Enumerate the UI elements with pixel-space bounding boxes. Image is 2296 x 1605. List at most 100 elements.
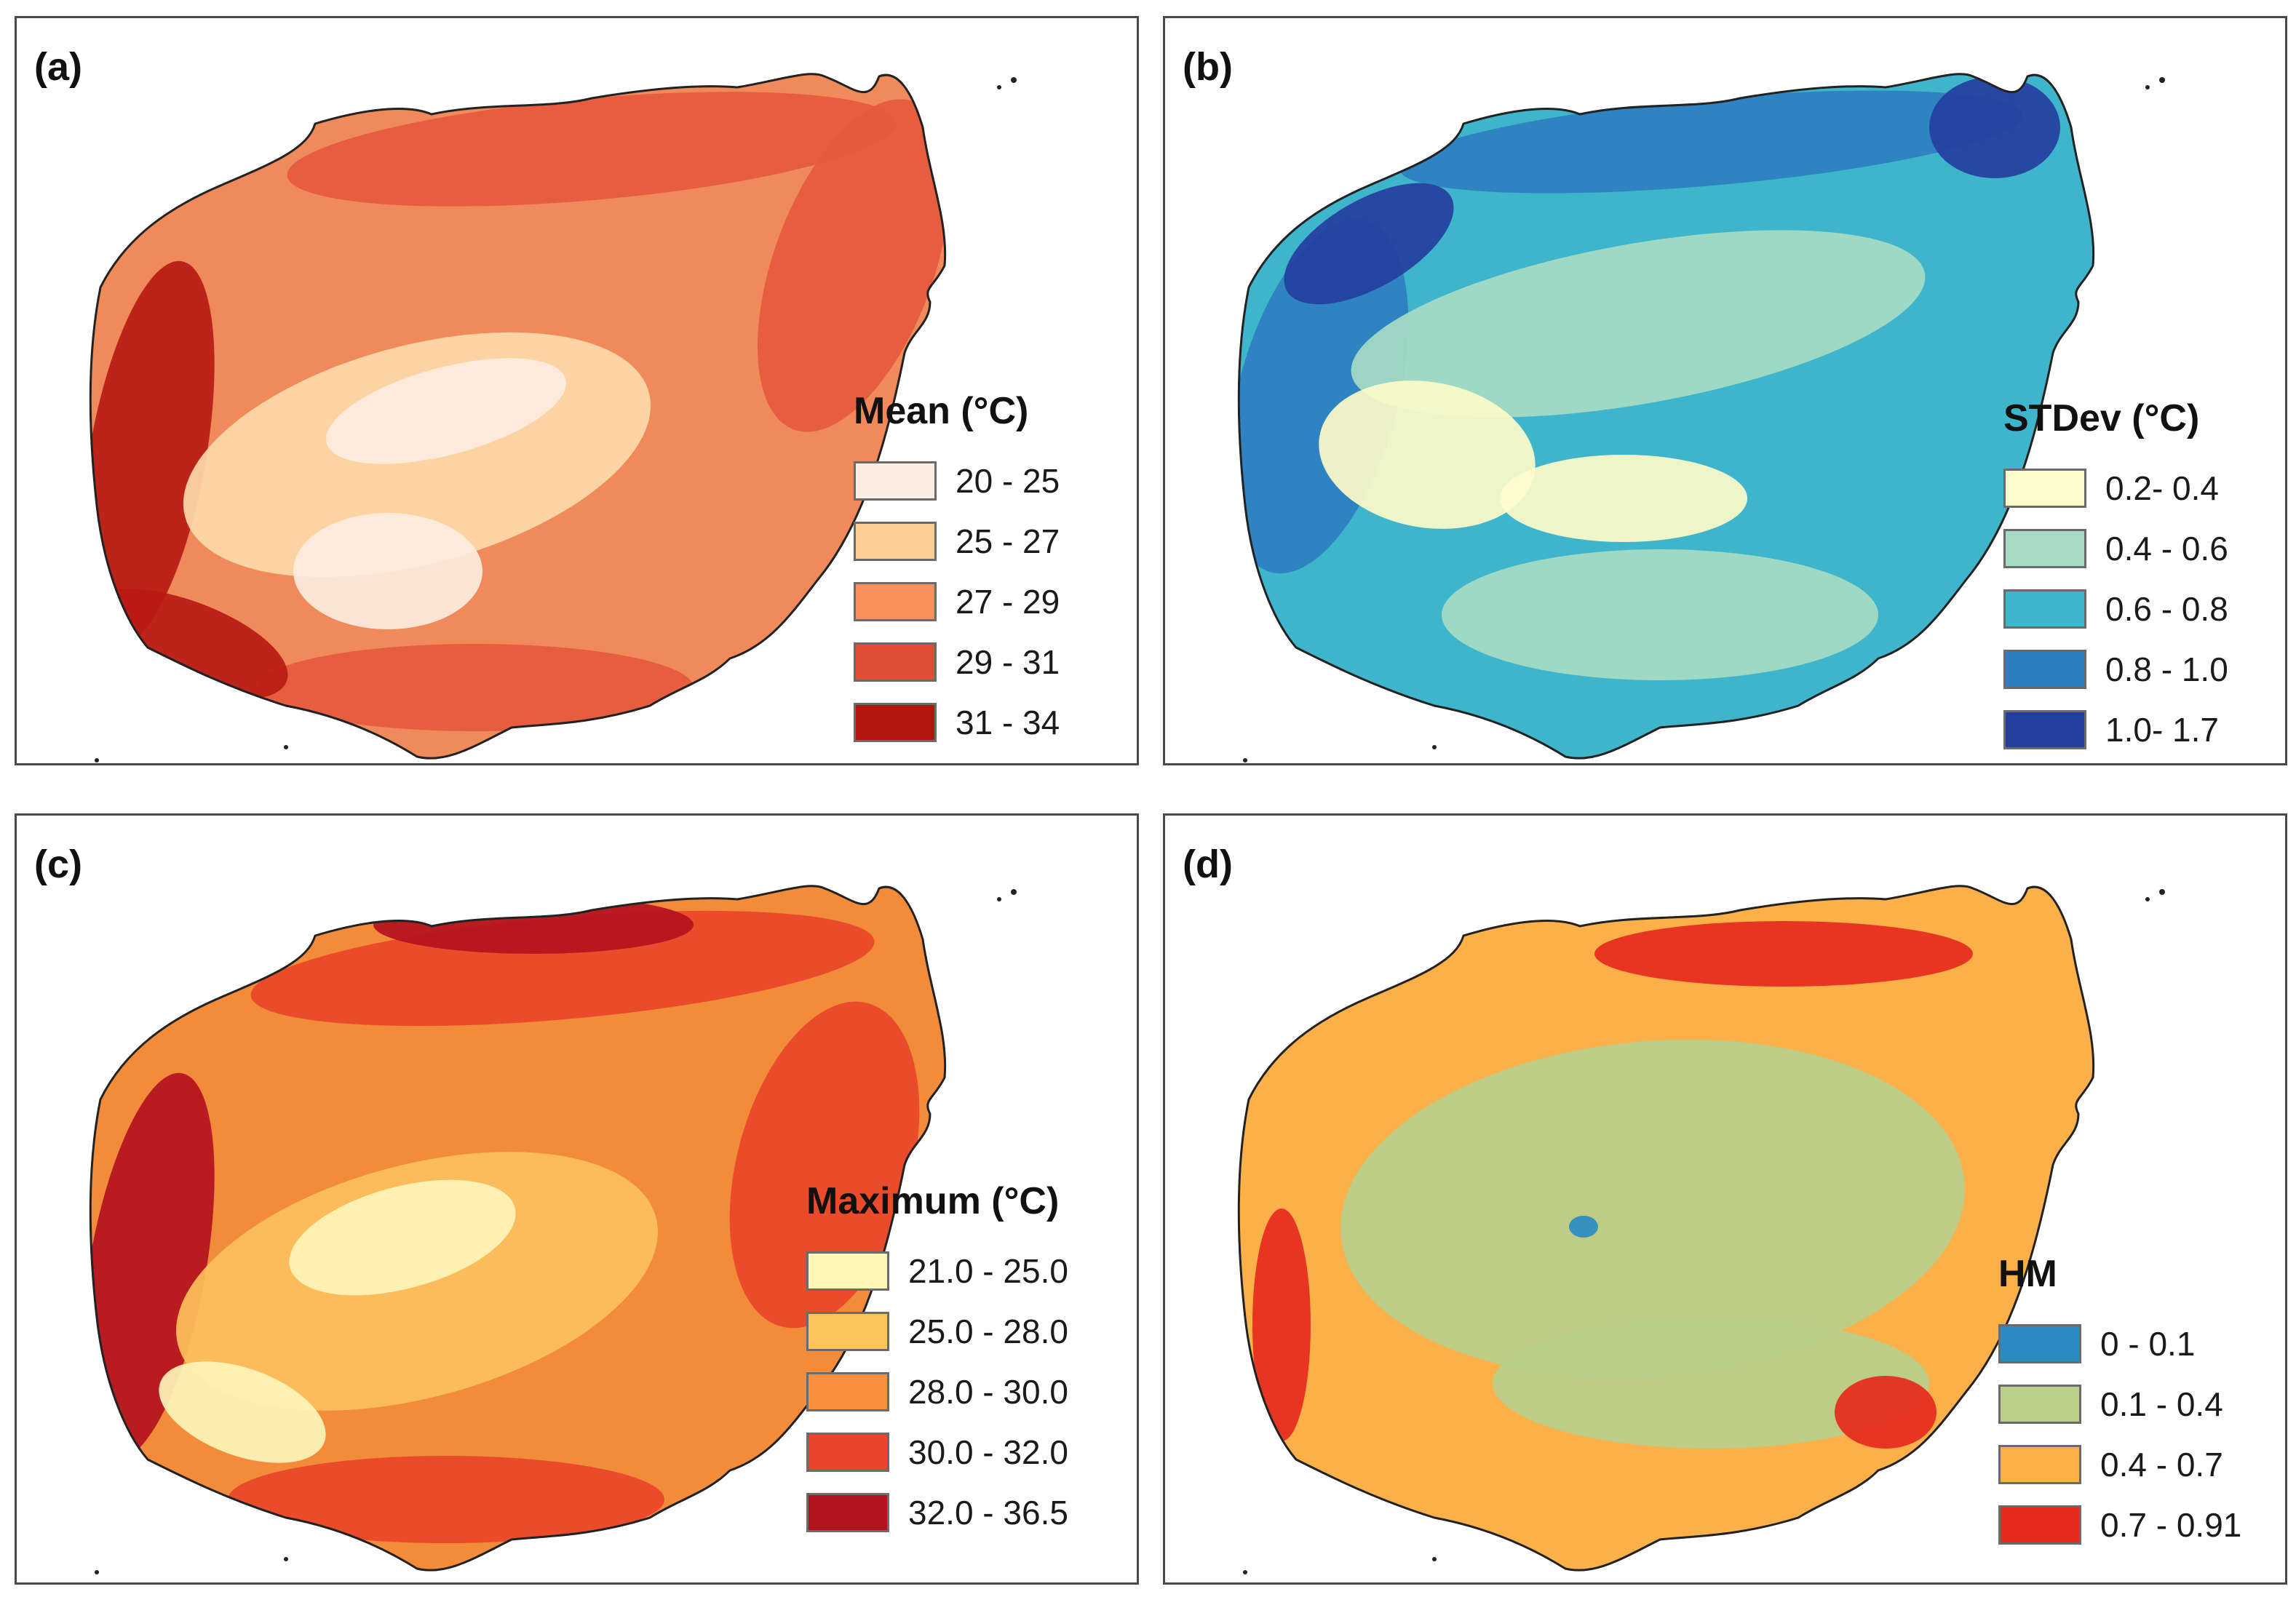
map-class-region [1594, 921, 1973, 987]
legend-row: 0.4 - 0.6 [2003, 518, 2228, 578]
legend-row: 1.0- 1.7 [2003, 699, 2228, 760]
legend-row: 32.0 - 36.5 [806, 1482, 1068, 1542]
island-coastline [89, 73, 947, 760]
islet-dot [1011, 889, 1017, 895]
island-group [1237, 885, 2165, 1574]
legend-row: 27 - 29 [854, 571, 1060, 632]
legend-range-label: 20 - 25 [956, 461, 1060, 500]
panel-label-a: (a) [34, 45, 82, 89]
map-class-region [287, 92, 897, 207]
legend-range-label: 29 - 31 [956, 642, 1060, 681]
legend-title-c: Maximum (°C) [806, 1180, 1060, 1222]
legend-swatch [806, 1492, 889, 1532]
map-class-region [1252, 1208, 1311, 1441]
legend-swatch [854, 461, 937, 501]
island-group [89, 885, 1017, 1574]
legend-swatch [854, 581, 937, 621]
legend-title-a: Mean (°C) [854, 390, 1029, 432]
map-class-region [1929, 76, 2060, 178]
panel-label-b: (b) [1183, 45, 1233, 89]
legend-range-label: 0.7 - 0.91 [2100, 1505, 2242, 1544]
island-map-b [1237, 73, 2165, 762]
legend-swatch [2003, 589, 2086, 629]
map-panel-a: (a) Mean (°C) 20 - 25 25 - 27 27 - 29 29 - … [15, 16, 1139, 765]
islet-dot [284, 1557, 288, 1561]
legend-d: HM 0 - 0.1 0.1 - 0.4 0.4 - 0.7 0.7 - 0.91 [1998, 1252, 2241, 1555]
map-class-region [326, 358, 566, 464]
legend-swatch [854, 702, 937, 742]
legend-row: 25.0 - 28.0 [806, 1301, 1068, 1361]
legend-range-label: 28.0 - 30.0 [908, 1372, 1068, 1411]
legend-swatch [2003, 649, 2086, 689]
legend-row: 31 - 34 [854, 692, 1060, 752]
legend-row: 25 - 27 [854, 511, 1060, 571]
islet-dot [1432, 1557, 1437, 1561]
legend-a: Mean (°C) 20 - 25 25 - 27 27 - 29 29 - 31 31… [854, 389, 1060, 752]
panel-label-d: (d) [1183, 843, 1233, 886]
legend-rows-b: 0.2- 0.4 0.4 - 0.6 0.6 - 0.8 0.8 - 1.0 1.0- … [2003, 458, 2228, 760]
legend-rows-d: 0 - 0.1 0.1 - 0.4 0.4 - 0.7 0.7 - 0.91 [1998, 1313, 2241, 1555]
legend-swatch [1998, 1384, 2081, 1424]
island-coastline [1237, 885, 2095, 1572]
map-class-region [373, 896, 694, 954]
legend-swatch [2003, 709, 2086, 749]
legend-title-d: HM [1998, 1253, 2057, 1295]
legend-swatch [2003, 528, 2086, 568]
legend-range-label: 0.8 - 1.0 [2105, 650, 2228, 688]
legend-swatch [1998, 1444, 2081, 1484]
legend-range-label: 1.0- 1.7 [2105, 710, 2219, 749]
legend-rows-a: 20 - 25 25 - 27 27 - 29 29 - 31 31 - 34 [854, 450, 1060, 752]
legend-row: 28.0 - 30.0 [806, 1361, 1068, 1422]
island-map-c [89, 885, 1017, 1574]
map-class-region [90, 588, 288, 700]
legend-range-label: 0.2- 0.4 [2105, 469, 2219, 507]
map-class-region [293, 513, 482, 629]
legend-row: 0.7 - 0.91 [1998, 1494, 2241, 1555]
map-panel-b: (b) STDev (°C) 0.2- 0.4 0.4 - 0.6 0.6 - 0.… [1163, 16, 2287, 765]
islet-dot [997, 85, 1001, 89]
island-map-d [1237, 885, 2165, 1574]
island-group [1237, 73, 2165, 762]
map-panel-c: (c) Maximum (°C) 21.0 - 25.0 25.0 - 28.0 2… [15, 813, 1139, 1585]
legend-swatch [1998, 1505, 2081, 1545]
legend-range-label: 30.0 - 32.0 [908, 1433, 1068, 1471]
legend-row: 0.8 - 1.0 [2003, 639, 2228, 699]
legend-range-label: 31 - 34 [956, 703, 1060, 741]
islet-dot [95, 758, 99, 762]
map-class-region [90, 1072, 215, 1461]
legend-row: 21.0 - 25.0 [806, 1240, 1068, 1301]
legend-range-label: 21.0 - 25.0 [908, 1251, 1068, 1290]
legend-range-label: 0 - 0.1 [2100, 1324, 2196, 1363]
legend-row: 30.0 - 32.0 [806, 1422, 1068, 1482]
map-class-region [1493, 1318, 1929, 1449]
map-class-region [1319, 381, 1536, 529]
islet-dot [2159, 889, 2165, 895]
panel-label-c: (c) [34, 843, 82, 886]
map-class-region [1284, 183, 1454, 305]
map-class-region [228, 1456, 664, 1543]
map-class-region [1442, 549, 1878, 680]
legend-title-b: STDev (°C) [2003, 397, 2200, 439]
island-map-a [89, 73, 1017, 762]
legend-range-label: 32.0 - 36.5 [908, 1493, 1068, 1532]
legend-range-label: 25 - 27 [956, 522, 1060, 560]
map-class-region [257, 644, 694, 731]
legend-row: 0.4 - 0.7 [1998, 1434, 2241, 1494]
legend-swatch [806, 1251, 889, 1291]
map-class-region [729, 1001, 920, 1329]
islet-dot [2145, 897, 2150, 901]
legend-row: 0 - 0.1 [1998, 1313, 2241, 1374]
legend-range-label: 0.4 - 0.7 [2100, 1445, 2223, 1483]
island-group [89, 73, 1017, 762]
legend-row: 0.2- 0.4 [2003, 458, 2228, 518]
legend-swatch [806, 1432, 889, 1472]
islet-dot [1011, 77, 1017, 83]
legend-range-label: 27 - 29 [956, 582, 1060, 621]
islet-dot [1243, 1570, 1247, 1574]
legend-swatch [854, 642, 937, 682]
map-class-region [1500, 455, 1747, 542]
legend-row: 29 - 31 [854, 632, 1060, 692]
legend-range-label: 0.1 - 0.4 [2100, 1385, 2223, 1423]
legend-rows-c: 21.0 - 25.0 25.0 - 28.0 28.0 - 30.0 30.0 - … [806, 1240, 1068, 1542]
islet-dot [1243, 758, 1247, 762]
